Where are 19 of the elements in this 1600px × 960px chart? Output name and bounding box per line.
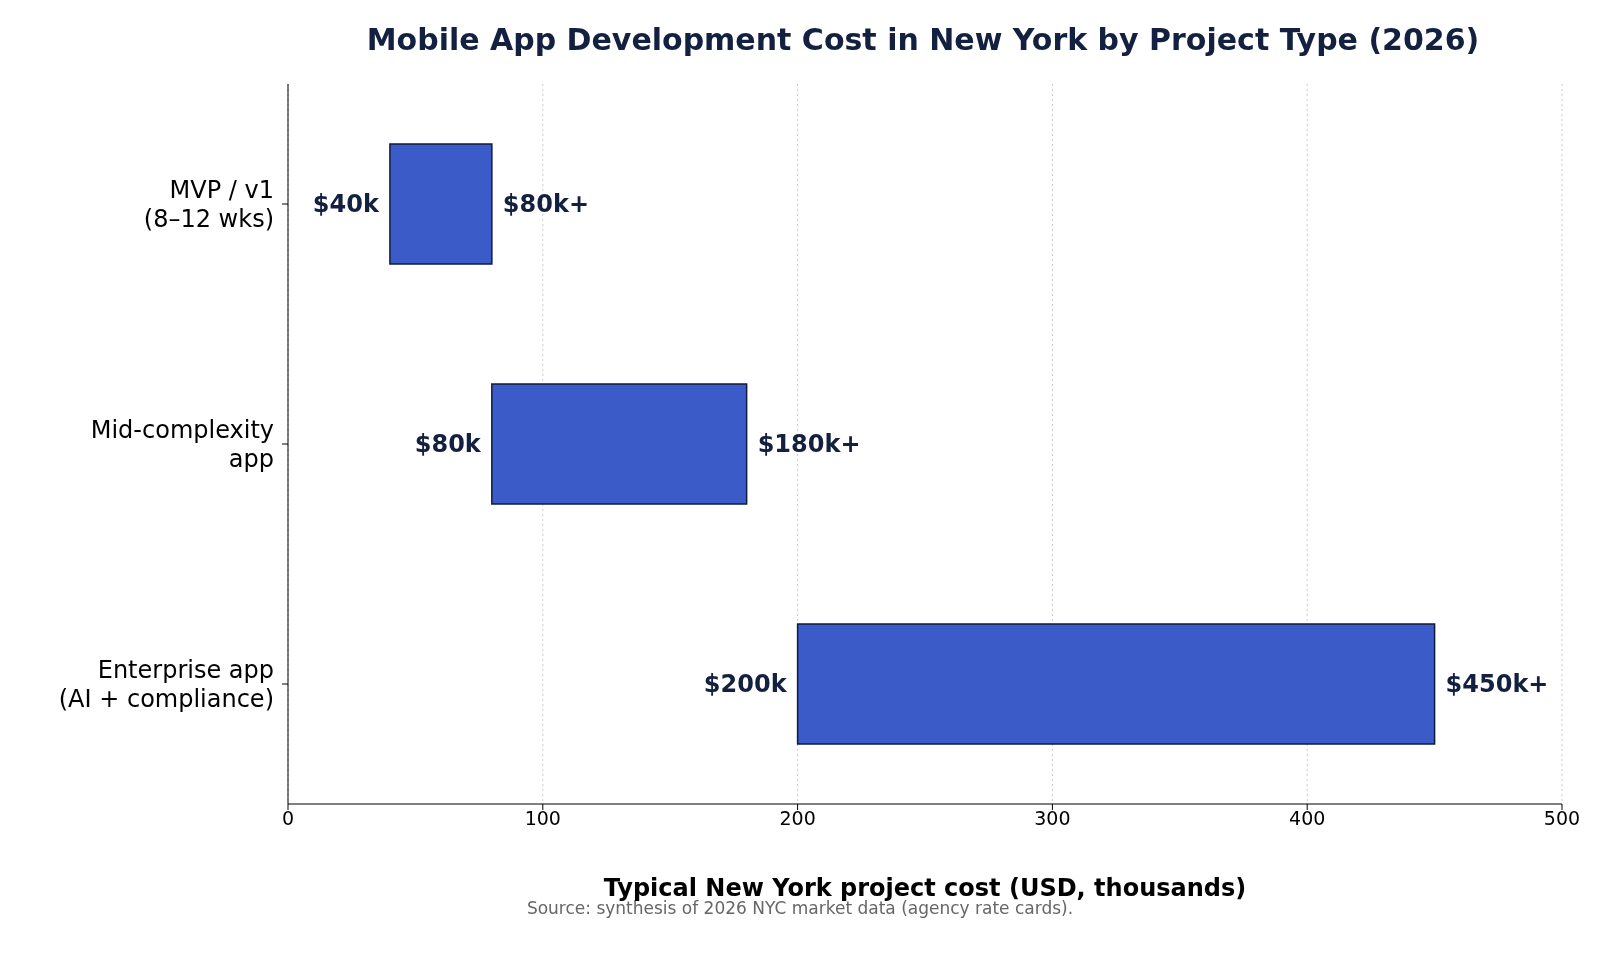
y-tick-label: Enterprise app (AI + compliance) xyxy=(58,656,274,713)
y-tick-label: Mid-complexity app xyxy=(90,416,274,473)
x-tick-label: 500 xyxy=(1543,807,1581,830)
chart-title: Mobile App Development Cost in New York by Project Type (2026) xyxy=(365,21,1481,59)
bar xyxy=(389,143,493,265)
annotation: $200k xyxy=(703,670,788,699)
annotation: $80k+ xyxy=(502,190,590,219)
annotation: $80k xyxy=(414,430,482,459)
x-tick-label: 300 xyxy=(1034,807,1071,830)
bar xyxy=(491,383,748,505)
annotation: $40k xyxy=(312,190,380,219)
bar xyxy=(796,623,1436,745)
x-tick-label: 400 xyxy=(1289,807,1326,830)
x-tick-label: 0 xyxy=(281,807,295,830)
annotation: $450k+ xyxy=(1445,670,1549,699)
x-tick-label: 100 xyxy=(524,807,561,830)
y-tick-label: MVP / v1 (8–12 wks) xyxy=(143,176,274,233)
x-tick-label: 200 xyxy=(779,807,816,830)
annotation: $180k+ xyxy=(757,430,861,459)
